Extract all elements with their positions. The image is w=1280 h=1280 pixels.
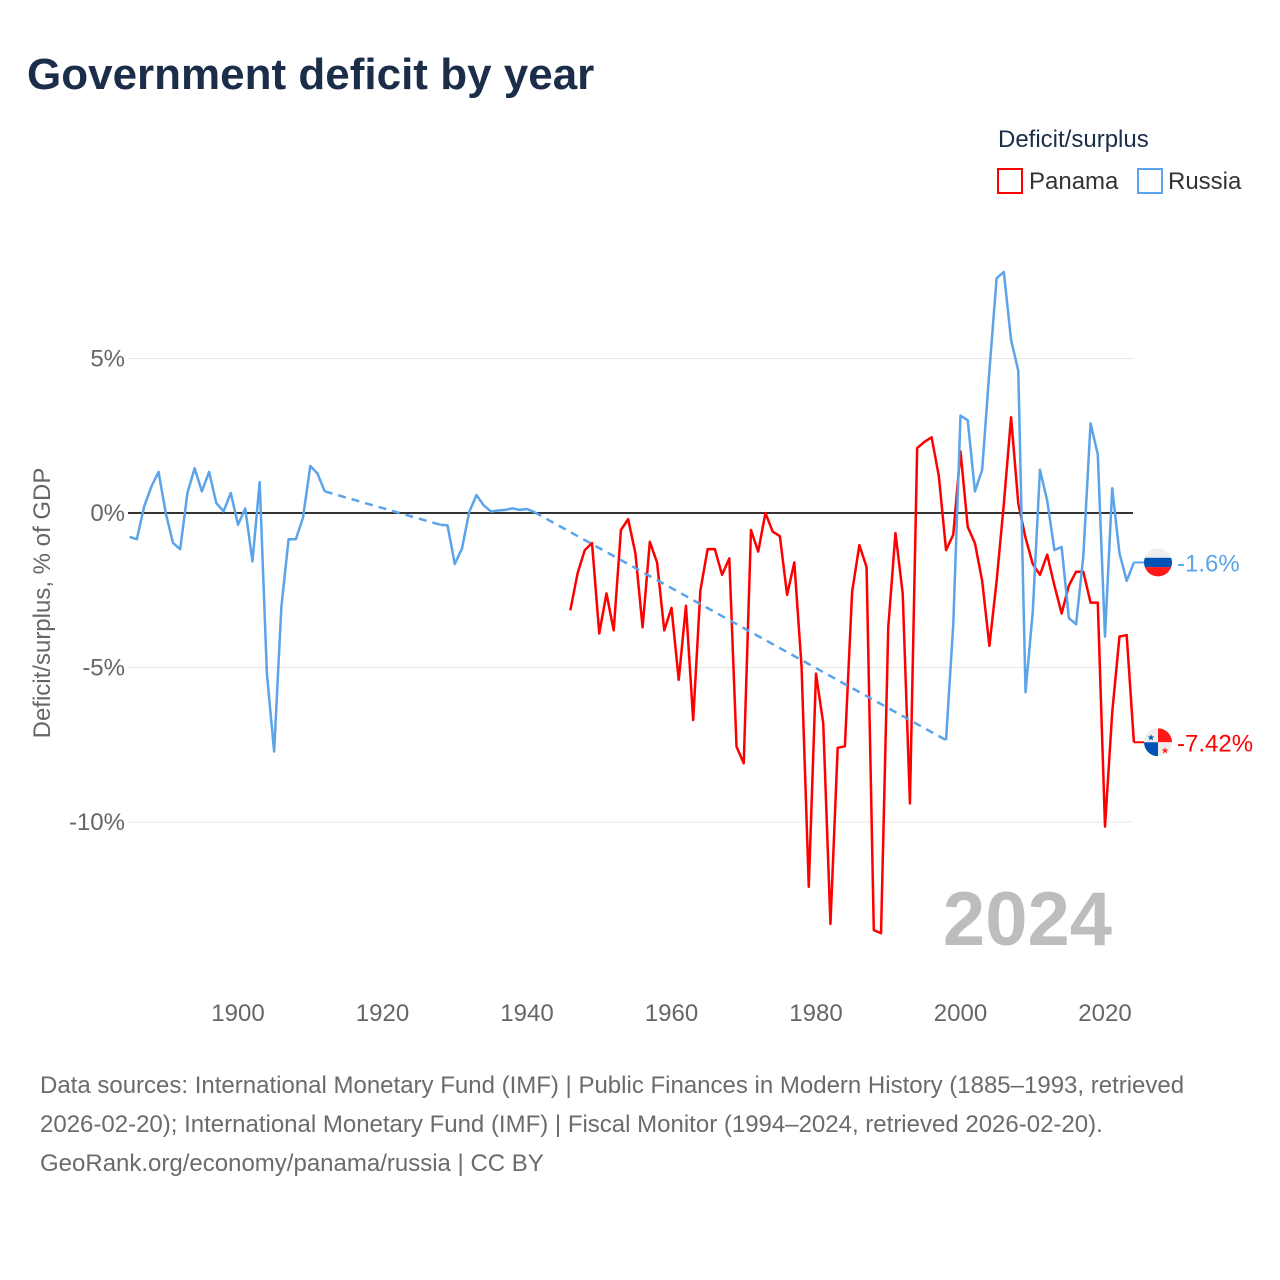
legend: Deficit/surplus Panama Russia	[997, 126, 1242, 195]
y-axis-label: Deficit/surplus, % of GDP	[29, 468, 56, 739]
series-line-russia	[129, 464, 326, 753]
gap-connector-russia	[533, 510, 947, 742]
x-tick-label: 1940	[500, 1000, 553, 1027]
x-tick-labels: 1900 1920 1940 1960 1980 2000 2020	[211, 1000, 1131, 1027]
y-tick-label: 5%	[90, 346, 125, 373]
flag-stripe-blue	[1144, 557, 1172, 568]
footer: Data sources: International Monetary Fun…	[40, 1066, 1250, 1183]
legend-label-panama: Panama	[1029, 168, 1119, 195]
series-line-russia	[944, 270, 1136, 741]
series-line-russia	[440, 493, 535, 566]
legend-swatch-panama	[997, 168, 1023, 194]
end-labels: ★★ -7.42%-1.6%	[1133, 548, 1253, 757]
end-value-label: -7.42%	[1177, 730, 1253, 757]
x-tick-label: 2000	[934, 1000, 987, 1027]
flag-stripe-red	[1144, 567, 1172, 577]
gap-connector-russia	[324, 490, 441, 526]
x-tick-label: 2020	[1078, 1000, 1131, 1027]
x-tick-label: 1900	[211, 1000, 264, 1027]
x-tick-label: 1920	[356, 1000, 409, 1027]
legend-item-russia[interactable]: Russia	[1137, 168, 1242, 195]
x-tick-label: 1980	[789, 1000, 842, 1027]
flag-quarter	[1158, 728, 1172, 743]
series-line-panama	[569, 415, 1136, 935]
panama-flag-icon: ★★	[1144, 728, 1172, 757]
y-tick-label: 0%	[90, 500, 125, 527]
legend-swatch-russia	[1137, 168, 1163, 194]
russia-flag-icon	[1144, 548, 1172, 577]
credit-link[interactable]: GeoRank.org/economy/panama/russia | CC B…	[40, 1150, 544, 1177]
y-tick-labels: 5% 0% -5% -10%	[69, 346, 125, 837]
legend-label-russia: Russia	[1168, 168, 1242, 195]
star-icon: ★	[1147, 732, 1155, 742]
y-tick-label: -5%	[82, 655, 125, 682]
flag-quarter	[1144, 742, 1158, 757]
x-tick-label: 1960	[645, 1000, 698, 1027]
flag-stripe-white	[1144, 548, 1172, 558]
series-lines	[129, 270, 1136, 935]
end-value-label: -1.6%	[1177, 550, 1240, 577]
legend-title: Deficit/surplus	[998, 126, 1149, 153]
star-icon: ★	[1161, 745, 1169, 755]
data-sources: Data sources: International Monetary Fun…	[40, 1072, 1185, 1138]
flag-body: ★★	[1144, 728, 1172, 757]
year-watermark: 2024	[943, 877, 1112, 962]
y-tick-label: -10%	[69, 809, 125, 836]
flag-body	[1144, 548, 1172, 577]
legend-item-panama[interactable]: Panama	[997, 168, 1119, 195]
chart-title: Government deficit by year	[27, 50, 595, 99]
